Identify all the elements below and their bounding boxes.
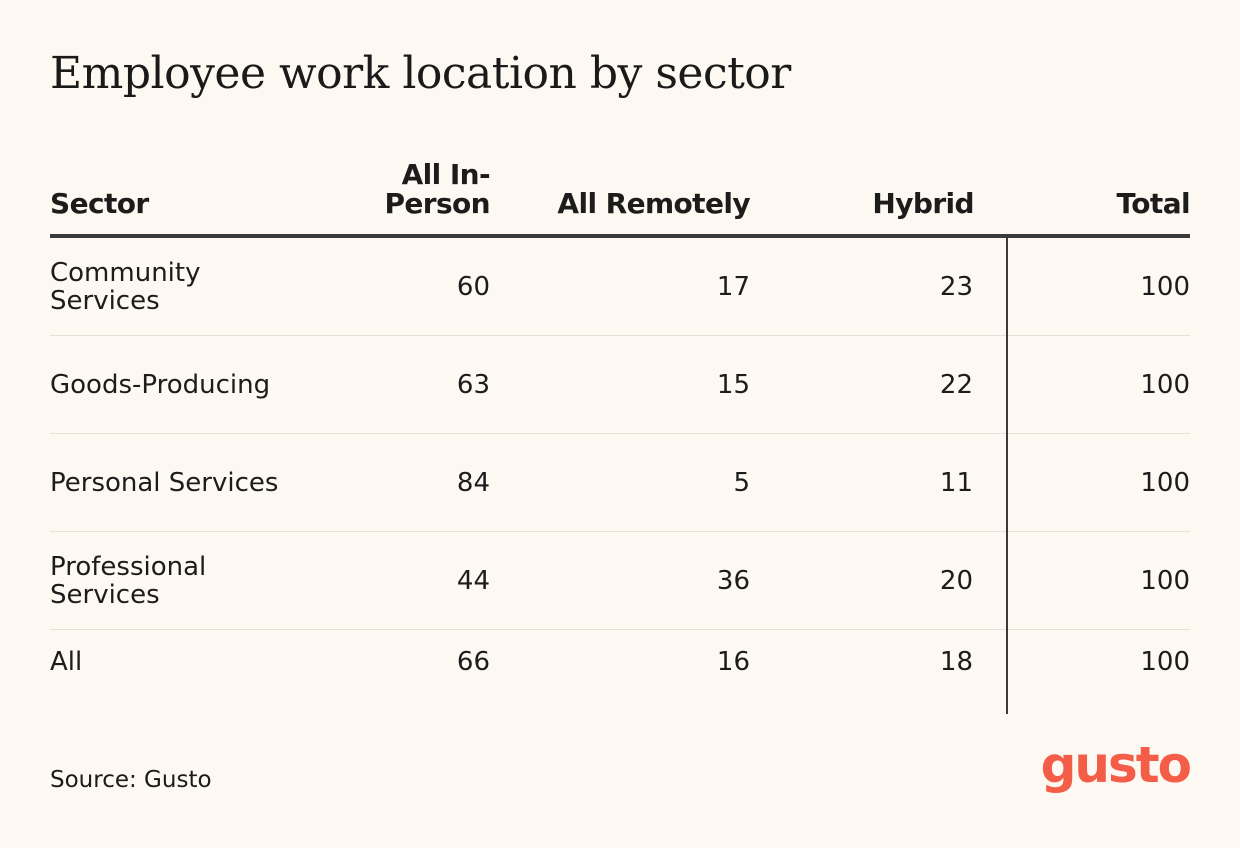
cell-in-person: 63 [300, 335, 490, 434]
column-header-in-person: All In-Person [300, 160, 491, 238]
cell-in-person: 66 [456, 647, 490, 677]
cell-sector: All [50, 647, 83, 677]
cell-remote: 17 [490, 236, 750, 336]
table-row: Professional Services 44 36 20 100 [50, 531, 1190, 630]
source-note: Source: Gusto [50, 767, 212, 793]
data-table-container: Sector All In-Person All Remotely Hybrid… [50, 160, 1191, 714]
cell-in-person: 60 [300, 236, 490, 336]
cell-hybrid: 23 [750, 236, 1008, 336]
cell-remote: 36 [490, 531, 750, 630]
column-header-hybrid: Hybrid [750, 160, 1007, 238]
cell-sector: Professional Services [50, 531, 300, 630]
work-location-table: Sector All In-Person All Remotely Hybrid… [50, 160, 1191, 714]
cell-total: 100 [1140, 647, 1190, 677]
table-row: Personal Services 84 5 11 100 [50, 433, 1190, 532]
cell-hybrid: 20 [750, 531, 1008, 630]
cell-remote: 5 [490, 433, 750, 532]
cell-sector: Personal Services [50, 433, 300, 532]
cell-total: 100 [1007, 433, 1190, 532]
cell-total: 100 [1007, 236, 1190, 336]
cell-remote: 15 [490, 335, 750, 434]
table-row: All 66 16 18 100 [50, 629, 1190, 714]
cell-total: 100 [1007, 335, 1190, 434]
cell-remote: 16 [716, 647, 750, 677]
column-header-total: Total [1007, 160, 1191, 238]
cell-hybrid: 11 [750, 433, 1008, 532]
cell-hybrid: 18 [750, 629, 1008, 714]
cell-in-person: 84 [300, 433, 490, 532]
chart-title: Employee work location by sector [50, 48, 791, 99]
table-row: Goods-Producing 63 15 22 100 [50, 335, 1190, 434]
column-header-remote: All Remotely [490, 160, 751, 238]
cell-sector: Goods-Producing [50, 335, 300, 434]
cell-in-person: 44 [300, 531, 490, 630]
cell-total: 100 [1007, 531, 1190, 630]
column-header-sector: Sector [50, 160, 300, 238]
table-row: Community Services 60 17 23 100 [50, 236, 1190, 336]
gusto-logo: gusto [1040, 736, 1192, 794]
cell-sector: Community Services [50, 236, 300, 336]
cell-hybrid: 22 [750, 335, 1008, 434]
table-header-row: Sector All In-Person All Remotely Hybrid… [50, 160, 1191, 238]
